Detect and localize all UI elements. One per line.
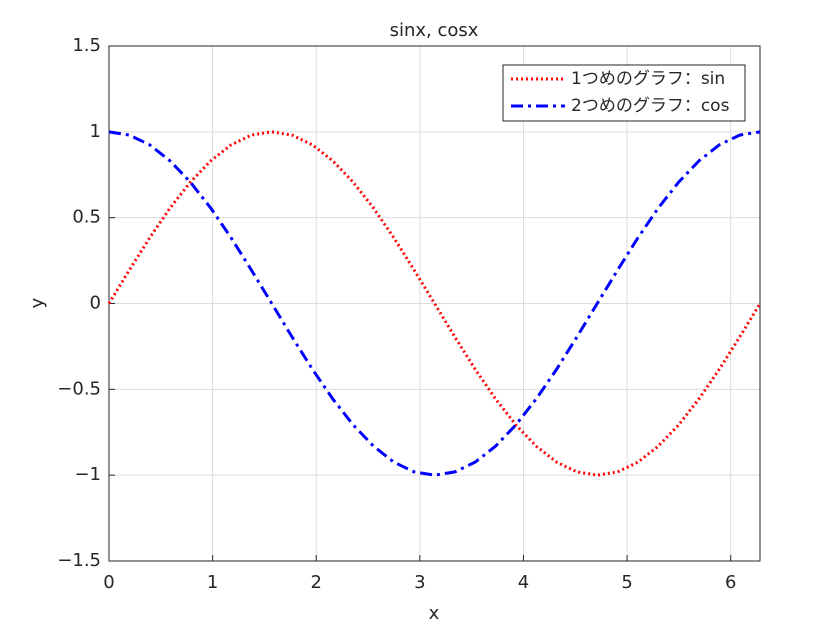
y-tick-label: 1 — [90, 121, 101, 142]
legend-box — [502, 64, 746, 122]
x-tick-label: 6 — [725, 572, 736, 593]
chart-title: sinx, cosx — [390, 20, 479, 41]
y-tick-label: 1.5 — [72, 35, 101, 56]
x-tick-label: 3 — [414, 572, 425, 593]
y-tick-label: −0.5 — [57, 378, 101, 399]
y-axis-label: y — [27, 297, 48, 308]
x-tick-label: 5 — [621, 572, 632, 593]
y-tick-label: −1.5 — [57, 550, 101, 571]
x-tick-label: 0 — [103, 572, 114, 593]
x-tick-label: 2 — [310, 572, 321, 593]
y-tick-label: −1 — [74, 464, 101, 485]
x-axis-label: x — [429, 603, 440, 624]
series-line — [108, 130, 761, 477]
y-tick-label: 0.5 — [72, 207, 101, 228]
x-tick-label: 1 — [207, 572, 218, 593]
x-tick-label: 4 — [518, 572, 529, 593]
y-tick-label: 0 — [90, 293, 101, 314]
legend-label: 2つめのグラフ：cos — [571, 96, 730, 116]
legend-label: 1つめのグラフ：sin — [571, 69, 725, 89]
